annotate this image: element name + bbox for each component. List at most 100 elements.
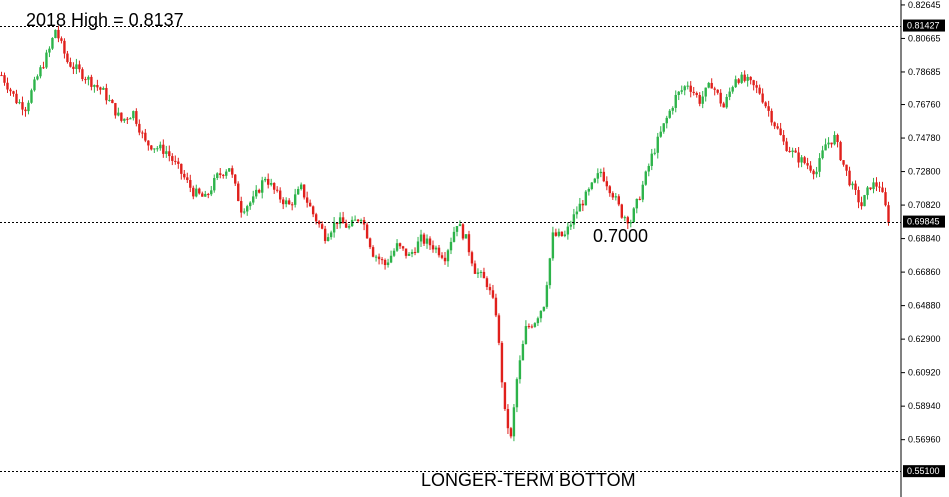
candle — [644, 170, 647, 186]
candle — [560, 231, 564, 237]
candle-body — [776, 126, 779, 129]
candle — [611, 191, 615, 200]
candle — [719, 89, 722, 107]
candle — [404, 248, 408, 259]
candle-body — [141, 132, 144, 134]
y-tick-label: 0.66860 — [908, 267, 941, 277]
candle-body — [213, 178, 216, 191]
candle-body — [428, 238, 432, 246]
candle — [389, 250, 393, 264]
candle-body — [761, 93, 764, 103]
candle-body — [887, 205, 890, 223]
candle — [842, 160, 845, 167]
candle — [252, 190, 255, 205]
y-tick-label: 0.60920 — [908, 368, 941, 378]
candle-body — [791, 150, 794, 153]
candle-body — [845, 164, 848, 171]
candle-body — [551, 232, 555, 259]
candle-body — [356, 219, 360, 222]
candle — [818, 153, 821, 178]
candle-body — [317, 221, 321, 225]
candle-body — [470, 252, 474, 264]
candle-body — [180, 163, 183, 174]
candle — [398, 242, 402, 249]
candle-body — [404, 248, 408, 256]
candle-body — [866, 187, 869, 196]
candle — [437, 245, 441, 258]
candle-body — [24, 109, 27, 112]
candle-body — [240, 201, 243, 213]
candle — [692, 86, 695, 96]
candle — [0, 71, 3, 77]
candle-body — [377, 256, 381, 260]
candle-body — [311, 206, 315, 215]
candle-body — [758, 87, 761, 94]
candle-body — [578, 203, 582, 212]
candle-body — [812, 170, 815, 175]
candle — [159, 141, 162, 151]
candle — [755, 80, 758, 94]
candle-body — [605, 181, 609, 187]
candle-body — [81, 69, 84, 80]
candle — [500, 341, 504, 388]
candle — [689, 81, 692, 98]
candle — [881, 181, 884, 193]
candle-body — [431, 245, 435, 250]
candle — [243, 208, 246, 215]
candle — [455, 225, 459, 237]
candle-body — [102, 87, 105, 90]
candle — [45, 49, 48, 69]
candle-body — [614, 196, 618, 198]
candle-body — [69, 62, 72, 67]
candle-body — [84, 79, 87, 81]
candle — [308, 199, 312, 207]
candle — [773, 121, 776, 130]
candle — [746, 74, 749, 87]
candle-body — [698, 95, 701, 104]
candle — [701, 90, 704, 109]
candle — [752, 79, 755, 91]
candle — [138, 119, 141, 136]
candle — [815, 166, 818, 178]
candle — [779, 122, 782, 136]
candle — [887, 201, 890, 226]
candle — [734, 75, 737, 88]
candle — [24, 106, 27, 117]
candle — [794, 147, 797, 153]
candle — [180, 163, 183, 180]
candle-body — [476, 272, 480, 274]
candle — [141, 130, 144, 139]
candle — [614, 192, 618, 201]
candle — [419, 229, 423, 247]
price-axis: 0.82645 0.80665 0.78685 0.76760 0.74780 0.728… — [900, 0, 941, 497]
candle — [704, 87, 707, 102]
candle-body — [671, 107, 674, 111]
candle-body — [647, 165, 650, 172]
candle-body — [144, 132, 147, 141]
candle-body — [563, 234, 567, 237]
candle — [9, 87, 12, 96]
candle — [482, 267, 486, 279]
candle-body — [836, 134, 839, 143]
candle-body — [479, 271, 483, 273]
candle-body — [530, 326, 534, 328]
candle-body — [566, 226, 570, 235]
candle-body — [680, 90, 683, 92]
candle-body — [216, 173, 219, 179]
candle-body — [162, 144, 165, 154]
candle — [647, 163, 650, 177]
candle — [809, 161, 812, 173]
candle-body — [249, 202, 252, 207]
candle-body — [590, 182, 594, 189]
candle — [284, 197, 288, 208]
price-tags: 0.81427 0.69845 0.55100 — [903, 19, 945, 478]
candle-body — [734, 79, 737, 88]
candle — [854, 180, 857, 195]
candle — [57, 25, 60, 43]
candle — [821, 145, 824, 160]
candle-body — [54, 29, 57, 38]
candle — [551, 226, 555, 261]
candle-body — [830, 142, 833, 145]
candle-body — [425, 238, 429, 244]
candle — [521, 340, 525, 361]
